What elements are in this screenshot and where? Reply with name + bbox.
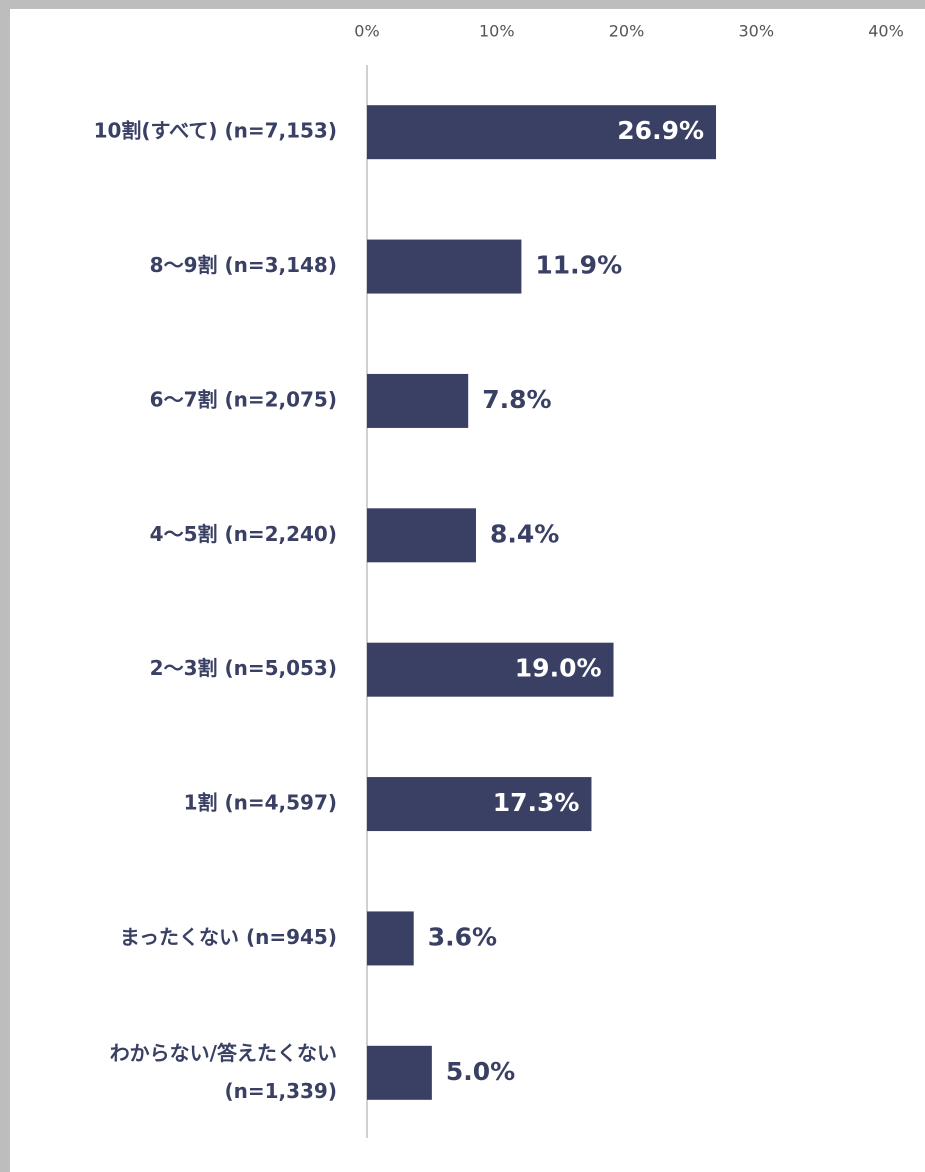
value-label: 17.3% xyxy=(493,788,580,817)
category-label: 10割(すべて) (n=7,153) xyxy=(94,119,337,143)
category-label: わからない/答えたくない(n=1,339) xyxy=(110,1040,337,1102)
value-label: 26.9% xyxy=(617,116,704,145)
value-label: 11.9% xyxy=(535,251,622,280)
bar xyxy=(367,777,592,832)
category-label: 2〜3割 (n=5,053) xyxy=(150,656,337,680)
bar xyxy=(367,642,614,697)
category-label: 1割 (n=4,597) xyxy=(184,791,337,815)
x-tick-label: 30% xyxy=(738,22,774,41)
value-label: 19.0% xyxy=(515,654,602,683)
bar xyxy=(367,508,476,563)
category-label: まったくない (n=945) xyxy=(120,925,337,949)
x-tick-label: 10% xyxy=(479,22,515,41)
category-label: 8〜9割 (n=3,148) xyxy=(150,253,337,277)
frame-left xyxy=(0,0,10,1172)
value-label: 5.0% xyxy=(446,1057,515,1086)
value-label: 3.6% xyxy=(428,922,497,951)
x-tick-label: 0% xyxy=(354,22,379,41)
bar xyxy=(367,1045,432,1100)
x-tick-label: 40% xyxy=(868,22,904,41)
value-label: 7.8% xyxy=(482,385,551,414)
value-label: 8.4% xyxy=(490,519,559,548)
bar xyxy=(367,239,522,294)
category-label: 4〜5割 (n=2,240) xyxy=(150,522,337,546)
category-label: 6〜7割 (n=2,075) xyxy=(150,387,337,411)
x-tick-label: 20% xyxy=(609,22,645,41)
frame-top xyxy=(0,0,925,9)
bar xyxy=(367,911,414,966)
bar xyxy=(367,105,717,160)
bar xyxy=(367,373,469,428)
